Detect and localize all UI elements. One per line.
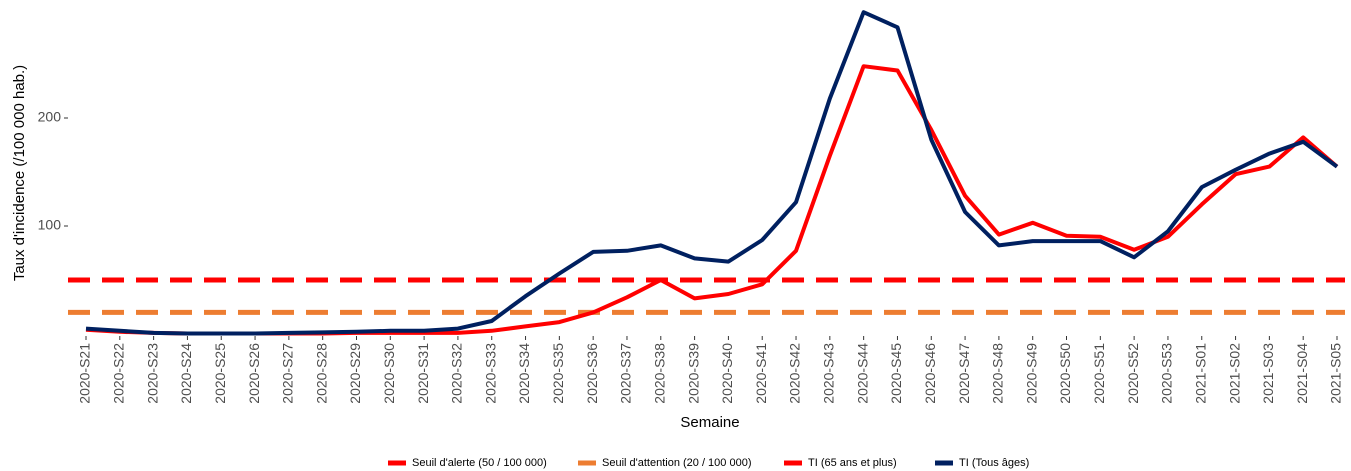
y-axis-title: Taux d'incidence (/100 000 hab.) (11, 65, 28, 281)
x-tick-label: 2020-S51 (1091, 343, 1107, 404)
x-tick-label: 2020-S33 (482, 343, 498, 404)
x-tick-label: 2020-S49 (1023, 343, 1039, 404)
x-tick-label: 2020-S31 (415, 343, 431, 404)
x-tick-label: 2020-S28 (313, 343, 329, 404)
x-tick-label: 2020-S21 (77, 343, 93, 404)
x-tick-label: 2020-S44 (854, 343, 870, 404)
x-tick-label: 2020-S46 (922, 343, 938, 404)
x-tick-label: 2020-S29 (347, 343, 363, 404)
x-tick-label: 2020-S36 (584, 343, 600, 404)
y-tick-label: 100 (38, 217, 62, 233)
x-tick-label: 2020-S23 (144, 343, 160, 404)
x-tick-label: 2021-S01 (1192, 343, 1208, 404)
x-tick-label: 2020-S34 (516, 343, 532, 404)
x-tick-label: 2020-S26 (246, 343, 262, 404)
series-line (85, 10, 1339, 336)
x-tick-label: 2020-S22 (111, 343, 127, 404)
x-tick-label: 2020-S40 (719, 343, 735, 404)
x-tick-label: 2020-S48 (990, 343, 1006, 404)
x-tick-label: 2020-S27 (280, 343, 296, 404)
x-tick-label: 2021-S05 (1328, 343, 1344, 404)
series-line (85, 64, 1339, 336)
x-tick-label: 2021-S02 (1226, 343, 1242, 404)
x-tick-label: 2020-S52 (1125, 343, 1141, 404)
x-tick-label: 2020-S50 (1057, 343, 1073, 404)
x-tick-label: 2020-S43 (821, 343, 837, 404)
x-tick-label: 2020-S32 (449, 343, 465, 404)
legend-label: Seuil d'alerte (50 / 100 000) (412, 457, 547, 469)
x-axis-title: Semaine (680, 414, 739, 431)
y-tick-label: 200 (38, 109, 62, 125)
x-tick-label: 2020-S53 (1159, 343, 1175, 404)
legend-label: TI (Tous âges) (959, 457, 1029, 469)
x-tick-label: 2020-S39 (685, 343, 701, 404)
x-tick-label: 2021-S04 (1294, 343, 1310, 404)
x-tick-label: 2020-S25 (212, 343, 228, 404)
x-tick-label: 2020-S37 (618, 343, 634, 404)
x-tick-label: 2020-S35 (550, 343, 566, 404)
legend-label: Seuil d'attention (20 / 100 000) (602, 457, 751, 469)
legend-label: TI (65 ans et plus) (808, 457, 897, 469)
x-tick-label: 2020-S45 (888, 343, 904, 404)
x-tick-label: 2020-S38 (651, 343, 667, 404)
x-tick-label: 2020-S42 (787, 343, 803, 404)
x-tick-label: 2020-S30 (381, 343, 397, 404)
x-tick-label: 2020-S41 (753, 343, 769, 404)
x-tick-label: 2020-S47 (956, 343, 972, 404)
x-tick-label: 2020-S24 (178, 343, 194, 404)
x-tick-label: 2021-S03 (1260, 343, 1276, 404)
